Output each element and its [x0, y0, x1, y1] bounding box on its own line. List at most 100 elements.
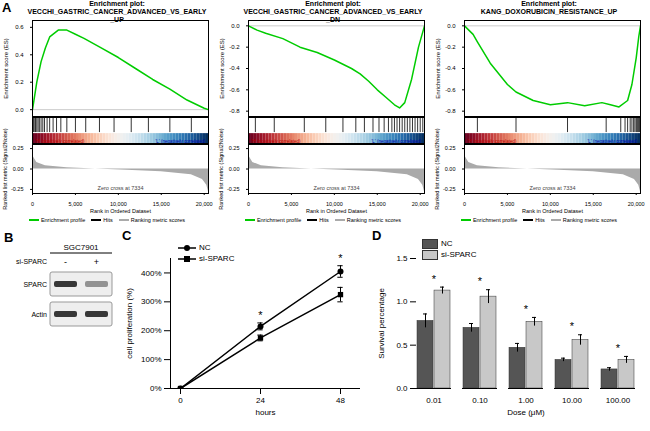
- svg-text:-0.4: -0.4: [229, 65, 240, 71]
- svg-text:20,000: 20,000: [412, 201, 429, 207]
- svg-text:'H' (positively correlated): 'H' (positively correlated): [468, 139, 517, 144]
- svg-text:0: 0: [463, 201, 466, 207]
- svg-text:0.6: 0.6: [15, 24, 24, 30]
- svg-text:Ranked list metric (Signal2Noi: Ranked list metric (Signal2Noise): [434, 128, 440, 209]
- svg-text:10,000: 10,000: [110, 201, 127, 207]
- svg-text:Zero cross at 7334: Zero cross at 7334: [98, 185, 144, 191]
- svg-text:+: +: [94, 257, 99, 267]
- svg-text:10,000: 10,000: [326, 201, 343, 207]
- svg-text:cell proliferation (%): cell proliferation (%): [125, 288, 134, 359]
- svg-text:0.2: 0.2: [15, 79, 24, 85]
- svg-text:1.5: 1.5: [396, 254, 408, 263]
- svg-text:-: -: [64, 257, 67, 267]
- svg-text:Enrichment score (ES): Enrichment score (ES): [435, 38, 441, 98]
- svg-text:100%: 100%: [141, 355, 161, 364]
- svg-text:0.0: 0.0: [15, 107, 24, 113]
- svg-text:Enrichment score (ES): Enrichment score (ES): [219, 38, 225, 98]
- svg-text:*: *: [616, 342, 621, 354]
- svg-text:hours: hours: [255, 408, 275, 417]
- svg-text:0.5: 0.5: [396, 341, 408, 350]
- html-text:si-SPARC: si-SPARC: [199, 254, 235, 263]
- svg-text:0.25: 0.25: [445, 145, 456, 151]
- html-text:NC: NC: [441, 239, 453, 248]
- svg-text:Rank in Ordered Dataset: Rank in Ordered Dataset: [90, 208, 151, 214]
- svg-text:1.0: 1.0: [396, 297, 408, 306]
- svg-text:SGC7901: SGC7901: [63, 243, 99, 252]
- svg-text:1.00: 1.00: [518, 396, 534, 405]
- svg-text:-0.6: -0.6: [445, 87, 456, 93]
- svg-text:300%: 300%: [141, 297, 161, 306]
- svg-text:-0.2: -0.2: [229, 44, 240, 50]
- svg-text:0: 0: [31, 201, 34, 207]
- svg-text:5,000: 5,000: [501, 201, 515, 207]
- svg-text:15,000: 15,000: [153, 201, 170, 207]
- svg-text:*: *: [478, 275, 483, 287]
- svg-text:0.4: 0.4: [15, 52, 24, 58]
- svg-text:*: *: [570, 320, 575, 332]
- svg-text:48: 48: [336, 396, 345, 405]
- svg-text:*: *: [338, 252, 343, 264]
- svg-text:Rank in Ordered Dataset: Rank in Ordered Dataset: [522, 208, 583, 214]
- svg-text:0.10: 0.10: [472, 396, 488, 405]
- html-text:VECCHI_GASTRIC_CANCER_ADVANCED: VECCHI_GASTRIC_CANCER_ADVANCED_VS_EARLY_…: [243, 8, 423, 23]
- svg-text:0.25: 0.25: [13, 145, 24, 151]
- svg-text:20,000: 20,000: [196, 201, 213, 207]
- html-text:C: C: [122, 228, 132, 243]
- svg-text:24: 24: [256, 396, 265, 405]
- svg-text:*: *: [432, 273, 437, 285]
- svg-text:Zero cross at 7334: Zero cross at 7334: [314, 185, 360, 191]
- svg-text:-0.8: -0.8: [445, 108, 456, 114]
- svg-text:Zero cross at 7334: Zero cross at 7334: [530, 185, 576, 191]
- svg-text:0.0: 0.0: [396, 384, 408, 393]
- html-text:D: D: [372, 228, 382, 243]
- svg-text:Actin: Actin: [31, 311, 47, 318]
- svg-text:-0.4: -0.4: [445, 65, 456, 71]
- svg-text:-0.2: -0.2: [445, 44, 456, 50]
- svg-text:si-SPARC: si-SPARC: [16, 258, 47, 265]
- svg-text:'L' (negatively correlated): 'L' (negatively correlated): [588, 139, 638, 144]
- svg-text:0.00: 0.00: [229, 166, 240, 172]
- svg-text:0.25: 0.25: [229, 145, 240, 151]
- svg-text:10.00: 10.00: [562, 396, 583, 405]
- svg-text:5,000: 5,000: [69, 201, 83, 207]
- svg-text:Dose (μM): Dose (μM): [507, 408, 545, 417]
- svg-text:0.01: 0.01: [426, 396, 442, 405]
- svg-text:0.0: 0.0: [231, 23, 240, 29]
- svg-text:Survival percentage: Survival percentage: [377, 288, 386, 359]
- svg-text:B: B: [4, 230, 13, 245]
- svg-text:'L' (negatively correlated): 'L' (negatively correlated): [372, 139, 422, 144]
- svg-text:Rank in Ordered Dataset: Rank in Ordered Dataset: [306, 208, 367, 214]
- svg-text:'H' (positively correlated): 'H' (positively correlated): [36, 139, 85, 144]
- html-text:A: A: [2, 0, 12, 15]
- svg-text:-0.8: -0.8: [229, 108, 240, 114]
- html-text:NC: NC: [199, 243, 211, 252]
- svg-text:200%: 200%: [141, 326, 161, 335]
- svg-text:-0.25: -0.25: [227, 186, 240, 192]
- html-text:si-SPARC: si-SPARC: [441, 250, 477, 259]
- svg-text:-0.25: -0.25: [11, 186, 24, 192]
- svg-text:400%: 400%: [141, 269, 161, 278]
- svg-text:Ranked list metric (Signal2Noi: Ranked list metric (Signal2Noise): [2, 128, 8, 209]
- svg-text:SPARC: SPARC: [23, 281, 47, 288]
- svg-text:0.00: 0.00: [13, 166, 24, 172]
- svg-text:'H' (positively correlated): 'H' (positively correlated): [252, 139, 301, 144]
- svg-text:-0.6: -0.6: [229, 87, 240, 93]
- svg-text:-0.25: -0.25: [443, 186, 456, 192]
- svg-text:0: 0: [178, 396, 183, 405]
- html-text:VECCHI_GASTRIC_CANCER_ADVANCED: VECCHI_GASTRIC_CANCER_ADVANCED_VS_EARLY_…: [27, 8, 207, 23]
- svg-text:0: 0: [247, 201, 250, 207]
- svg-text:20,000: 20,000: [628, 201, 645, 207]
- svg-text:*: *: [258, 309, 263, 321]
- svg-text:0%: 0%: [150, 384, 162, 393]
- svg-text:Ranked list metric (Signal2Noi: Ranked list metric (Signal2Noise): [218, 128, 224, 209]
- svg-text:100.00: 100.00: [606, 396, 631, 405]
- svg-text:0.0: 0.0: [447, 23, 456, 29]
- svg-text:15,000: 15,000: [369, 201, 386, 207]
- svg-text:10,000: 10,000: [542, 201, 559, 207]
- svg-text:0.00: 0.00: [445, 166, 456, 172]
- svg-text:*: *: [524, 303, 529, 315]
- svg-text:5,000: 5,000: [285, 201, 299, 207]
- svg-text:15,000: 15,000: [585, 201, 602, 207]
- svg-text:'L' (negatively correlated): 'L' (negatively correlated): [156, 139, 206, 144]
- svg-text:Enrichment score (ES): Enrichment score (ES): [3, 38, 9, 98]
